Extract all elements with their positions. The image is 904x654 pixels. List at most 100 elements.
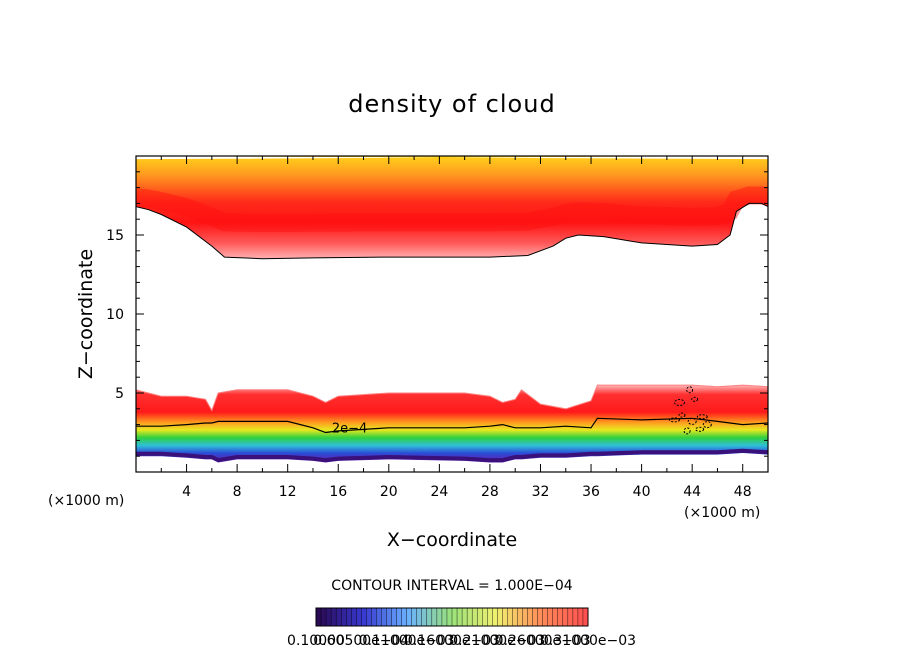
lower-cloud-top-contour — [136, 384, 768, 412]
colorbar-cell — [386, 607, 393, 627]
contour-clutter-ring — [687, 417, 697, 425]
lower-cloud-bottom-edge — [136, 448, 768, 463]
colorbar-cell — [376, 607, 382, 627]
colorbar-cell — [451, 607, 458, 627]
colorbar-label: 0.11000e−03 — [359, 633, 455, 649]
colorbar-cell — [517, 607, 524, 627]
colorbar-cell — [361, 607, 367, 627]
colorbar-cell — [562, 607, 569, 627]
colorbar-cell — [557, 607, 564, 627]
upper-cloud-base-contour — [136, 202, 768, 260]
colorbar-cell — [436, 607, 443, 627]
x-tick-label: 24 — [430, 484, 448, 500]
colorbar-cell — [512, 607, 518, 627]
colorbar-label: 0.31000e−03 — [540, 633, 636, 649]
colorbar-cell — [567, 607, 574, 627]
y-tick-label: 15 — [106, 228, 124, 244]
colorbar-cell — [461, 607, 468, 627]
colorbar-cell — [552, 607, 559, 627]
x-axis-label: X−coordinate — [387, 529, 517, 551]
x-axis: 4 8 12 16 20 24 28 32 36 40 44 48 — [160, 156, 752, 500]
colorbar-cell — [456, 607, 463, 627]
x-tick-label: 8 — [233, 484, 242, 500]
x-tick-label: 20 — [380, 484, 398, 500]
contour-clutter-ring — [695, 426, 705, 432]
colorbar-cell — [351, 607, 357, 627]
colorbar-cell — [431, 607, 438, 627]
colorbar-cell — [542, 607, 549, 627]
x-tick-label: 4 — [182, 484, 191, 500]
colorbar-cell — [537, 607, 544, 627]
colorbar-cell — [426, 607, 433, 627]
y-tick-label: 10 — [106, 307, 124, 323]
colorbar-cell — [577, 607, 584, 627]
colorbar-cell — [366, 607, 372, 627]
colorbar-cell — [356, 607, 362, 627]
colorbar-cell — [320, 607, 327, 627]
x-tick-label: 44 — [683, 484, 701, 500]
colorbar-cell — [381, 607, 388, 627]
colorbar-cell — [446, 607, 453, 627]
colorbar-cell — [527, 607, 534, 627]
x-tick-label: 36 — [582, 484, 600, 500]
colorbar-cell — [482, 607, 488, 627]
colorbar-cell — [502, 607, 508, 627]
colorbar-label: 0.16000e−03 — [404, 633, 500, 649]
colorbar-label: 0.10000 — [287, 633, 345, 649]
colorbar-cell — [411, 607, 418, 627]
colorbar-frame — [315, 607, 589, 627]
contour-clutter-ring — [686, 386, 694, 394]
colorbar-cell — [582, 607, 589, 627]
colorbar-cell — [497, 607, 503, 627]
colorbar-label: 0.26000e−03 — [495, 633, 591, 649]
colorbar-label: 0.60500e−04 — [313, 633, 409, 649]
colorbar-cell — [315, 607, 322, 627]
colorbar-cell — [572, 607, 579, 627]
colorbar-cell — [492, 607, 498, 627]
colorbar — [315, 607, 589, 627]
y-tick-label: 5 — [115, 386, 124, 402]
contour-clutter-ring — [678, 412, 686, 418]
lower-cloud-layer — [136, 385, 768, 463]
x-tick-label: 28 — [481, 484, 499, 500]
upper-cloud-layer — [136, 156, 768, 259]
colorbar-cell — [547, 607, 554, 627]
colorbar-cell — [371, 607, 377, 627]
contour-clutter-ring — [691, 396, 699, 402]
contour-clutter-ring — [696, 414, 708, 420]
x-tick-label: 32 — [532, 484, 550, 500]
x-unit-right: (×1000 m) — [684, 505, 760, 521]
colorbar-cell — [335, 607, 342, 627]
colorbar-cell — [396, 607, 403, 627]
colorbar-cell — [471, 607, 478, 627]
colorbar-cell — [476, 607, 483, 627]
x-tick-label: 12 — [279, 484, 297, 500]
contour-line-2e-4 — [136, 417, 768, 434]
colorbar-cell — [441, 607, 448, 627]
upper-cloud-core — [136, 186, 768, 233]
colorbar-cell — [466, 607, 473, 627]
colorbar-label: 0.21000e−03 — [449, 633, 545, 649]
colorbar-cell — [487, 607, 493, 627]
contour-clutter-ring — [669, 417, 680, 423]
colorbar-cell — [330, 607, 337, 627]
colorbar-cell — [401, 607, 408, 627]
contour-clutter-x44 — [669, 386, 712, 435]
colorbar-cell — [416, 607, 423, 627]
y-axis: 5 10 15 — [106, 171, 768, 457]
x-unit-left: (×1000 m) — [48, 493, 124, 509]
colorbar-cell — [507, 607, 513, 627]
x-tick-label: 48 — [734, 484, 752, 500]
colorbar-cell — [325, 607, 332, 627]
colorbar-cell — [421, 607, 428, 627]
x-tick-label: 16 — [329, 484, 347, 500]
colorbar-cell — [532, 607, 539, 627]
contour-interval-text: CONTOUR INTERVAL = 1.000E−04 — [331, 578, 572, 594]
y-axis-label: Z−coordinate — [75, 249, 97, 379]
colorbar-cell — [391, 607, 398, 627]
x-tick-label: 40 — [633, 484, 651, 500]
contour-clutter-ring — [674, 399, 685, 406]
colorbar-cell — [406, 607, 413, 627]
colorbar-cell — [522, 607, 529, 627]
